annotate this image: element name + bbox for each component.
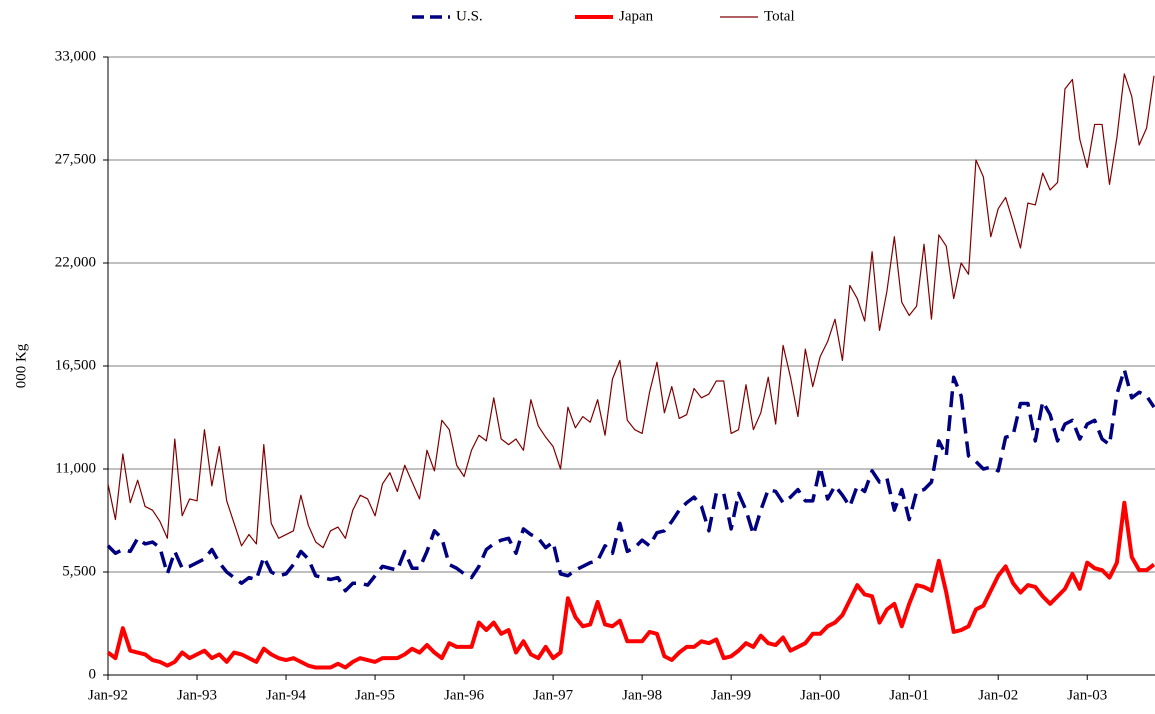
y-axis-label: 000 Kg: [13, 343, 29, 388]
x-tick-label: Jan-98: [622, 687, 662, 703]
x-tick-label: Jan-00: [800, 687, 840, 703]
legend-label: U.S.: [456, 8, 483, 24]
x-tick-label: Jan-97: [533, 687, 573, 703]
legend-label: Total: [764, 8, 795, 24]
x-tick-label: Jan-95: [355, 687, 395, 703]
y-tick-label: 33,000: [55, 48, 96, 64]
y-tick-label: 22,000: [55, 254, 96, 270]
x-tick-label: Jan-03: [1067, 687, 1107, 703]
y-tick-label: 16,500: [55, 357, 96, 373]
y-tick-label: 5,500: [62, 563, 96, 579]
y-tick-label: 27,500: [55, 151, 96, 167]
x-tick-label: Jan-93: [177, 687, 217, 703]
series-line: [106, 500, 1155, 670]
y-tick-label: 11,000: [55, 460, 96, 476]
legend-label: Japan: [619, 8, 654, 24]
y-tick-label: 0: [89, 666, 97, 682]
x-tick-label: Jan-94: [266, 687, 306, 703]
series-line: [106, 368, 1155, 593]
x-tick-label: Jan-96: [444, 687, 484, 703]
x-tick-label: Jan-02: [978, 687, 1018, 703]
x-tick-label: Jan-92: [88, 687, 128, 703]
x-tick-label: Jan-99: [711, 687, 751, 703]
series-line: [107, 73, 1155, 549]
x-tick-label: Jan-01: [889, 687, 929, 703]
